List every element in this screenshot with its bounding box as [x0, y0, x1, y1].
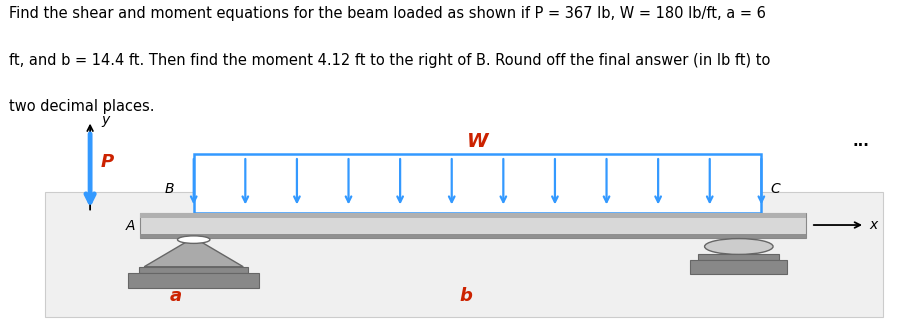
Text: two decimal places.: two decimal places.: [9, 99, 154, 114]
Text: C: C: [770, 182, 780, 196]
Text: P: P: [101, 153, 114, 171]
Polygon shape: [144, 238, 243, 267]
Circle shape: [705, 239, 773, 255]
Bar: [140, 213, 806, 238]
Bar: [45, 192, 883, 317]
Bar: [698, 255, 779, 260]
Circle shape: [177, 236, 210, 243]
Text: y: y: [101, 113, 109, 127]
Text: a: a: [169, 287, 182, 305]
Text: Find the shear and moment equations for the beam loaded as shown if P = 367 lb, : Find the shear and moment equations for …: [9, 6, 766, 22]
Text: b: b: [460, 287, 473, 305]
Bar: [128, 273, 259, 288]
Text: B: B: [164, 182, 174, 196]
Text: ft, and b = 14.4 ft. Then find the moment 4.12 ft to the right of B. Round off t: ft, and b = 14.4 ft. Then find the momen…: [9, 53, 770, 68]
Text: W: W: [467, 132, 488, 151]
Bar: [194, 154, 761, 213]
Bar: [140, 213, 806, 218]
Bar: [139, 267, 249, 273]
Text: ...: ...: [852, 134, 869, 149]
Text: x: x: [869, 218, 878, 232]
Bar: [690, 260, 787, 274]
Text: A: A: [125, 219, 135, 233]
Bar: [140, 234, 806, 238]
